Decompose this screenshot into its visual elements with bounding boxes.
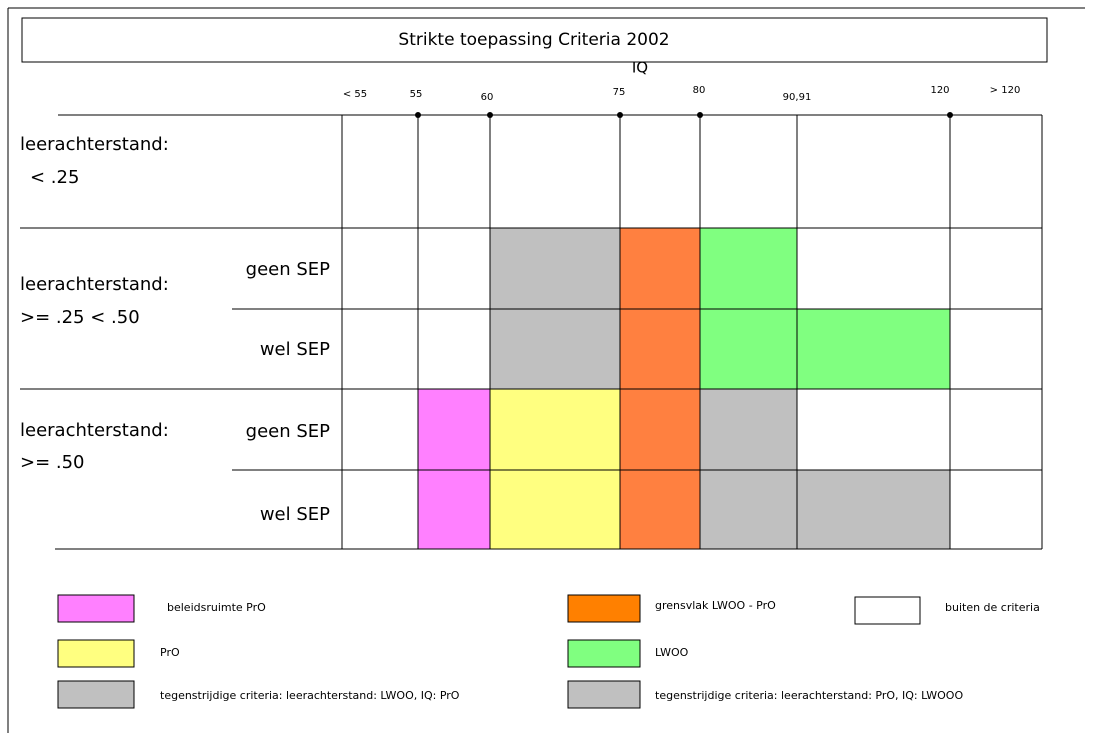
legend-label: PrO [160, 646, 180, 659]
row-label: geen SEP [246, 421, 331, 442]
title-box [21, 17, 1048, 63]
legend-swatch [567, 639, 641, 668]
cell [490, 389, 620, 470]
legend-swatch [57, 594, 135, 623]
tick-dot [415, 112, 421, 118]
cell [700, 389, 797, 470]
group-range: < .25 [30, 167, 79, 188]
cell [620, 470, 700, 549]
cell [700, 309, 797, 389]
legend-swatch [57, 639, 135, 668]
tick-dot [487, 112, 493, 118]
row-label: wel SEP [260, 504, 330, 525]
group-label: leerachterstand: [20, 420, 169, 441]
legend-swatch [567, 680, 641, 709]
legend-swatch [567, 594, 641, 623]
legend-label: beleidsruimte PrO [167, 601, 266, 614]
legend-label: buiten de criteria [945, 601, 1040, 614]
row-label: geen SEP [246, 259, 331, 280]
cell [620, 228, 700, 309]
tick-dot [947, 112, 953, 118]
group-label: leerachterstand: [20, 134, 169, 155]
tick-dot [697, 112, 703, 118]
iq-label: > 120 [990, 85, 1021, 96]
iq-label: 55 [410, 89, 423, 100]
iq-label: 90,91 [783, 92, 812, 103]
cell [620, 309, 700, 389]
iq-label: 75 [613, 87, 626, 98]
cell [490, 309, 620, 389]
iq-label: 60 [481, 92, 494, 103]
legend-label: tegenstrijdige criteria: leerachterstand… [655, 689, 963, 702]
legend-label: grensvlak LWOO - PrO [655, 599, 776, 612]
legend-label: tegenstrijdige criteria: leerachterstand… [160, 689, 460, 702]
cell [418, 389, 490, 470]
legend-swatch [854, 596, 921, 625]
legend-swatch [57, 680, 135, 709]
group-label: leerachterstand: [20, 274, 169, 295]
iq-label: < 55 [343, 89, 367, 100]
cell [490, 470, 620, 549]
legend-label: LWOO [655, 646, 689, 659]
axis-label: IQ [632, 59, 648, 77]
cell [700, 228, 797, 309]
cell [797, 309, 950, 389]
group-range: >= .25 < .50 [20, 307, 140, 328]
cell [490, 228, 620, 309]
tick-dot [617, 112, 623, 118]
title: Strikte toepassing Criteria 2002 [398, 30, 669, 50]
cell [418, 470, 490, 549]
iq-label: 120 [930, 85, 949, 96]
iq-label: 80 [693, 85, 706, 96]
cell [700, 470, 797, 549]
row-label: wel SEP [260, 339, 330, 360]
cell [620, 389, 700, 470]
cell [797, 470, 950, 549]
group-range: >= .50 [20, 452, 85, 473]
